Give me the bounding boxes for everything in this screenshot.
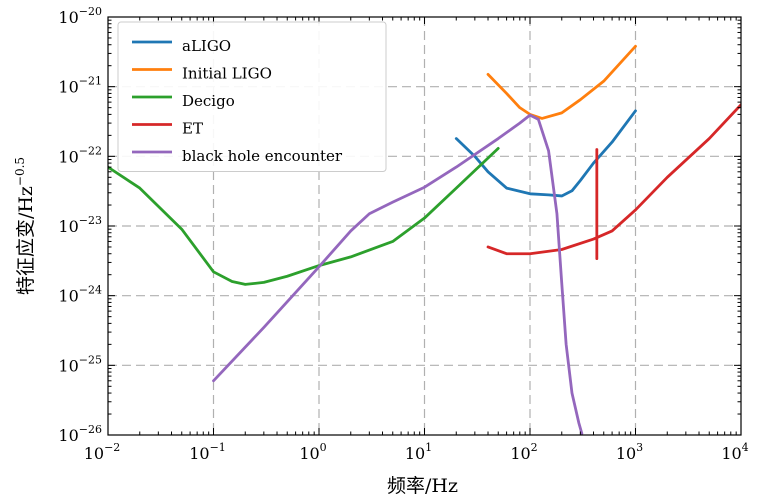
y-axis-title-base: 特征应变/Hz — [15, 186, 37, 295]
legend: aLIGO Initial LIGO Decigo ET black hole enco… — [117, 21, 387, 172]
legend-label: Decigo — [182, 92, 235, 110]
series-line-black-hole-encounter — [212, 113, 584, 435]
y-axis-title: 特征应变/Hz−0.5 — [13, 157, 37, 295]
legend-label: Initial LIGO — [182, 65, 272, 83]
ticks — [107, 16, 742, 436]
legend-label: black hole encounter — [182, 147, 343, 165]
x-tick-label: 101 — [405, 441, 432, 463]
x-tick-label: 104 — [721, 441, 748, 463]
legend-label: ET — [182, 120, 203, 138]
series-line-initial-ligo — [486, 44, 637, 120]
y-axis-title-exp: −0.5 — [13, 157, 27, 186]
y-tick-label: 10−23 — [58, 214, 102, 236]
y-tick-label: 10−25 — [58, 353, 102, 375]
series-line-decigo — [108, 146, 500, 286]
series-line-et — [486, 103, 741, 256]
y-tick-label: 10−24 — [58, 284, 102, 306]
y-tick-label: 10−26 — [58, 423, 102, 445]
x-tick-label: 10−2 — [84, 441, 121, 463]
legend-box — [117, 21, 387, 172]
y-tick-label: 10−20 — [58, 5, 102, 27]
x-tick-label: 102 — [510, 441, 537, 463]
x-tick-label: 103 — [616, 441, 643, 463]
tick-labels: 10−2 10−1 100 101 102 103 104 10−26 10−25 10−24 10… — [58, 5, 748, 463]
series-group — [108, 44, 741, 435]
x-tick-label: 100 — [299, 441, 326, 463]
legend-label: aLIGO — [182, 37, 231, 55]
x-axis-title: 频率/Hz — [387, 475, 458, 497]
x-tick-label: 10−1 — [189, 441, 226, 463]
y-tick-label: 10−21 — [58, 75, 102, 97]
y-tick-label: 10−22 — [58, 144, 102, 166]
